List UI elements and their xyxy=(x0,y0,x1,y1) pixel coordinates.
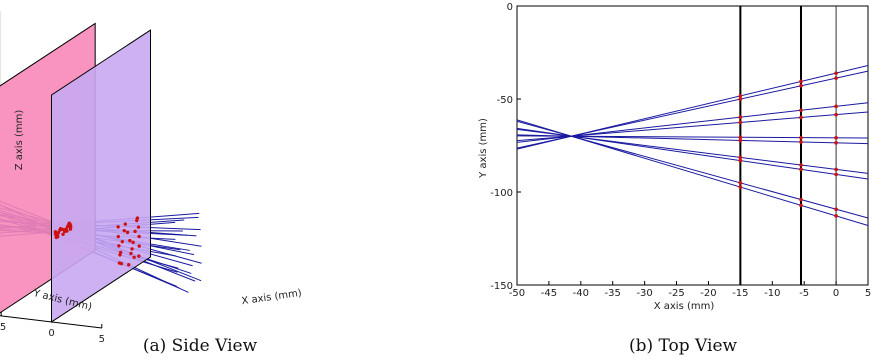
top-view-ytick-label: 0 xyxy=(507,2,513,13)
top-view-hit-point xyxy=(738,155,743,160)
top-view-hit-point xyxy=(738,158,743,163)
side-view-ticks: 0-50-100-1500-50-100-150-20-15-10-505 xyxy=(0,311,105,345)
side-view-hit-point xyxy=(123,222,128,226)
top-view-xtick-label: -15 xyxy=(732,288,748,299)
top-view-hit-point xyxy=(834,76,838,80)
side-view-hit-point xyxy=(61,232,65,236)
top-view-hit-point xyxy=(799,115,803,120)
side-view-xlabel: X axis (mm) xyxy=(241,288,303,307)
top-view-xtick-label: -10 xyxy=(764,288,780,299)
top-view-caption: (b) Top View xyxy=(629,336,738,356)
top-view-xtick-label: -20 xyxy=(700,288,716,299)
top-view-hit-point xyxy=(799,167,803,172)
side-view-hit-point xyxy=(137,234,141,239)
top-view-xtick-label: -25 xyxy=(668,288,684,299)
side-view-hit-point xyxy=(136,225,141,229)
side-view-hit-point xyxy=(137,254,141,258)
top-view-hit-point xyxy=(834,214,838,218)
side-view-hit-point xyxy=(67,221,72,225)
top-view-xtick-label: -5 xyxy=(799,288,809,299)
top-view-xtick-label: -45 xyxy=(541,288,557,299)
side-view-hit-point xyxy=(130,247,134,251)
side-view-hit-point xyxy=(129,251,133,256)
top-view-xtick-label: -30 xyxy=(636,288,652,299)
top-view-xtick-label: -50 xyxy=(509,288,525,299)
top-view-hit-point xyxy=(834,207,838,212)
top-view-hit-point xyxy=(834,71,838,75)
side-view-hit-point xyxy=(116,225,120,229)
side-view-hit-point xyxy=(117,261,122,265)
top-view-hit-point xyxy=(799,140,803,144)
side-view-detector-plane xyxy=(51,29,151,323)
side-view-hit-point xyxy=(133,229,137,234)
top-view-hit-point xyxy=(738,97,743,101)
top-view-panel: -50 -45 -40 -35 -30 -25 -20 -15 -10 -5 0 50-50-100-… xyxy=(478,2,871,356)
top-view-ytick-label: -50 xyxy=(497,95,513,106)
top-view-hit-point xyxy=(799,79,803,84)
side-view-planes xyxy=(0,11,151,323)
top-view-hit-point xyxy=(834,136,838,140)
top-view-planes xyxy=(739,6,837,285)
side-view-caption: (a) Side View xyxy=(143,336,258,356)
top-view-hit-point xyxy=(799,135,803,140)
side-view-hit-point xyxy=(128,238,132,243)
side-view-axes xyxy=(0,315,102,329)
top-view-hit-point xyxy=(738,135,743,140)
top-view-hits xyxy=(738,71,838,218)
top-view-hit-point xyxy=(799,197,803,202)
side-view-hit-point xyxy=(117,244,121,248)
top-view-xtick-label: -40 xyxy=(573,288,589,299)
top-view-hit-point xyxy=(799,84,803,88)
top-view-hit-point xyxy=(738,185,743,189)
side-view-hits xyxy=(53,216,141,267)
top-view-xtick-label: 5 xyxy=(865,288,871,299)
side-view-xtick-label: 5 xyxy=(99,334,105,345)
top-view-hit-point xyxy=(738,115,743,119)
side-view-hit-point xyxy=(125,230,130,235)
side-view-xtick-label: 0 xyxy=(48,328,54,339)
top-view-xtick-label: 0 xyxy=(833,288,839,299)
top-view-xtick-label: -35 xyxy=(605,288,621,299)
top-view-ylabel: Y axis (mm) xyxy=(478,118,489,179)
side-view-hit-point xyxy=(53,230,58,234)
top-view-ytick-label: -150 xyxy=(490,281,513,292)
top-view-hit-point xyxy=(834,167,838,172)
side-view-hit-point xyxy=(116,234,120,239)
top-view-hit-point xyxy=(799,163,803,167)
side-view-panel: 0-50-100-1500-50-100-150-20-15-10-505 Z … xyxy=(0,11,303,356)
side-view-hit-point xyxy=(135,216,140,220)
side-view-zlabel: Z axis (mm) xyxy=(14,110,25,171)
top-view-ticks: -50 -45 -40 -35 -30 -25 -20 -15 -10 -5 0 50-50-100-… xyxy=(490,2,871,299)
top-view-hit-point xyxy=(799,203,803,208)
side-view-hit-point xyxy=(132,255,136,259)
top-view-hit-point xyxy=(738,94,743,98)
top-view-xlabel: X axis (mm) xyxy=(654,301,715,312)
side-view-hit-point xyxy=(137,244,141,248)
top-view-hit-point xyxy=(834,141,838,145)
side-view-hit-point xyxy=(127,263,131,267)
side-view-x-axis xyxy=(0,315,102,329)
top-view-plot-frame xyxy=(516,5,869,286)
top-view-hit-point xyxy=(799,108,803,113)
side-view-hit-point xyxy=(120,239,125,244)
side-view-xtick-label: -5 xyxy=(0,322,6,333)
top-view-hit-point xyxy=(834,172,838,177)
top-view-hit-point xyxy=(834,104,838,109)
side-view-hit-point xyxy=(131,240,135,245)
top-view-hit-point xyxy=(738,120,743,125)
top-view-hit-point xyxy=(738,138,743,143)
top-view-track-line xyxy=(516,119,869,226)
top-view-tracks xyxy=(516,65,869,226)
side-view-hit-point xyxy=(58,226,63,231)
side-view-hit-point xyxy=(122,228,126,233)
top-view-ytick-label: -100 xyxy=(490,188,513,199)
top-view-track-line xyxy=(516,127,869,180)
top-view-hit-point xyxy=(738,181,743,185)
side-view-hit-point xyxy=(118,250,123,255)
side-view-hit-point xyxy=(56,231,61,235)
top-view-hit-point xyxy=(834,112,838,117)
